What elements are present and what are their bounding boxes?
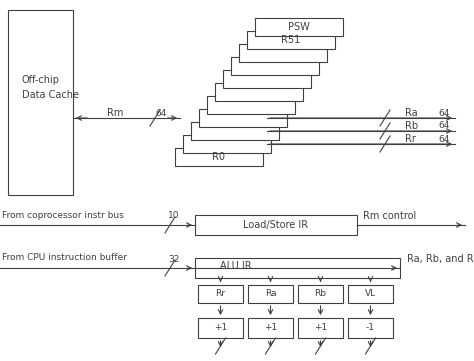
Bar: [195, 215, 357, 235]
Bar: [191, 122, 279, 140]
Bar: [215, 83, 303, 101]
Text: 64: 64: [438, 135, 449, 144]
Text: +1: +1: [314, 323, 327, 332]
Bar: [198, 285, 243, 303]
Text: Ra, Rb, and Rr: Ra, Rb, and Rr: [407, 254, 474, 264]
Bar: [348, 318, 393, 338]
Text: Rm: Rm: [107, 108, 123, 118]
Text: Rb: Rb: [405, 121, 418, 131]
Text: PSW: PSW: [288, 22, 310, 32]
Text: Data Cache: Data Cache: [22, 90, 79, 100]
Text: ALU IR: ALU IR: [220, 261, 252, 271]
Bar: [199, 109, 287, 127]
Bar: [298, 318, 343, 338]
Text: VL: VL: [365, 290, 376, 299]
Bar: [231, 57, 319, 75]
Bar: [175, 148, 263, 166]
Text: Ra: Ra: [405, 108, 418, 118]
Text: -1: -1: [366, 323, 375, 332]
Text: Rr: Rr: [405, 134, 416, 144]
Text: From coprocessor instr bus: From coprocessor instr bus: [2, 210, 124, 219]
Text: R0: R0: [212, 152, 226, 162]
Bar: [207, 96, 295, 114]
Text: Rr: Rr: [216, 290, 226, 299]
Text: Off-chip: Off-chip: [22, 75, 60, 85]
Bar: [248, 285, 293, 303]
Text: 64: 64: [155, 109, 166, 117]
Bar: [239, 44, 327, 62]
Text: Ra: Ra: [265, 290, 276, 299]
Text: 64: 64: [438, 122, 449, 130]
Text: +1: +1: [264, 323, 277, 332]
Bar: [248, 318, 293, 338]
Text: R51: R51: [282, 35, 301, 45]
Text: From CPU instruction buffer: From CPU instruction buffer: [2, 253, 127, 262]
Text: 32: 32: [168, 255, 179, 264]
Bar: [348, 285, 393, 303]
Text: Rm control: Rm control: [363, 211, 416, 221]
Text: +1: +1: [214, 323, 227, 332]
Text: 10: 10: [168, 212, 180, 221]
Bar: [198, 318, 243, 338]
Bar: [183, 135, 271, 153]
Text: 64: 64: [438, 109, 449, 117]
Bar: [247, 31, 335, 49]
Bar: [298, 285, 343, 303]
Text: Rb: Rb: [315, 290, 327, 299]
Bar: [8, 10, 73, 195]
Bar: [195, 258, 400, 278]
Bar: [223, 70, 311, 88]
Bar: [255, 18, 343, 36]
Text: Load/Store IR: Load/Store IR: [244, 220, 309, 230]
